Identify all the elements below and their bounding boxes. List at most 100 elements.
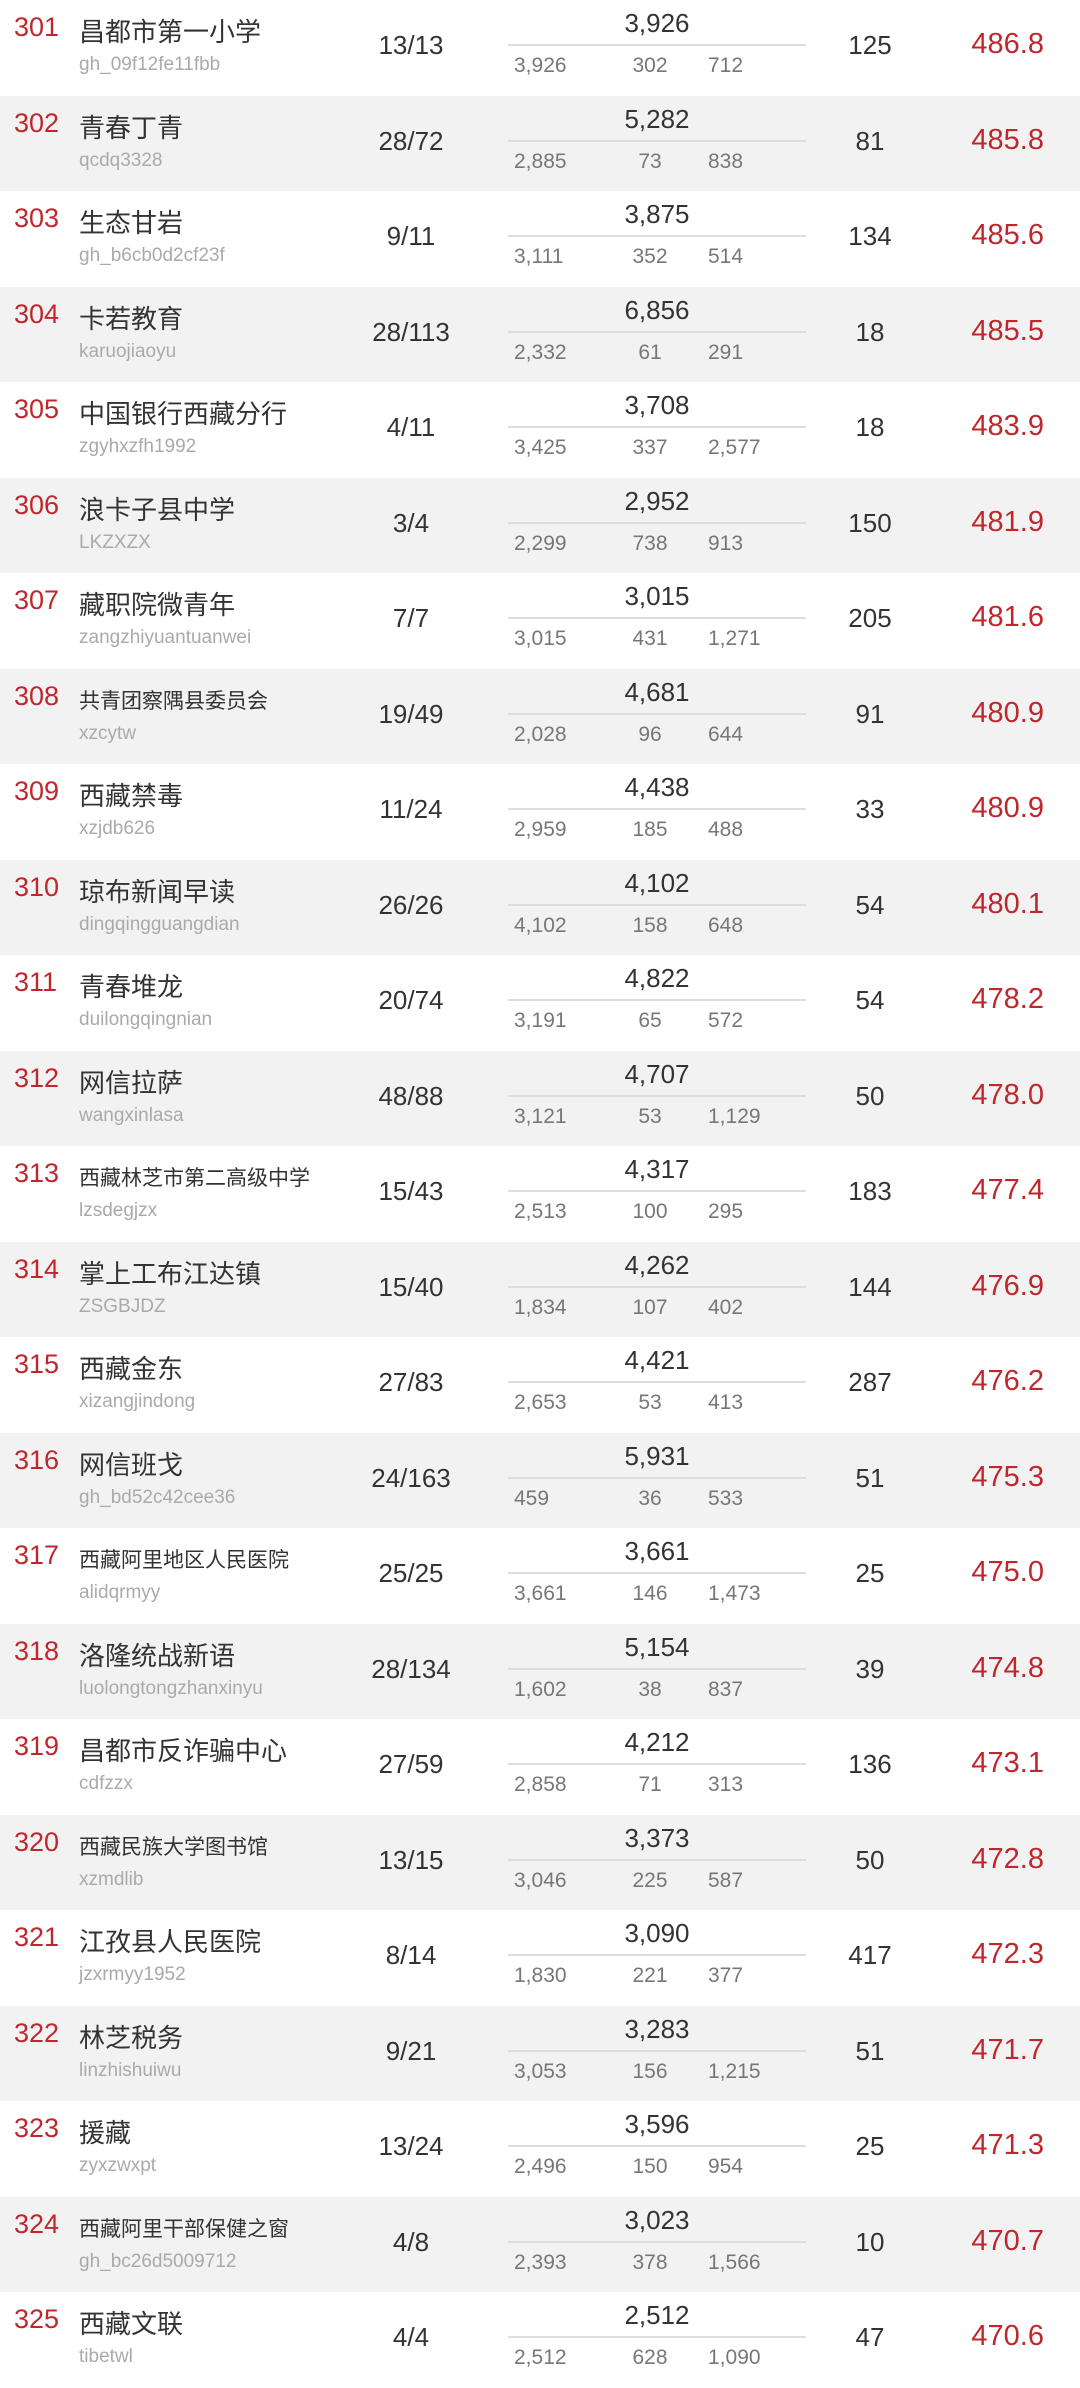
index-score: 486.8 (971, 28, 1044, 60)
table-row[interactable]: 325 西藏文联 tibetwl 4/4 2,512 2,512 628 1,090 47 470… (0, 2292, 1080, 2388)
account-id: karuojiaoyu (79, 340, 177, 362)
account-id: ZSGBJDZ (79, 1295, 166, 1317)
reads-stat-1: 2,512 (514, 2346, 567, 2370)
reads-stat-2: 146 (632, 1582, 668, 1606)
rank: 325 (14, 2304, 60, 2335)
account-name: 昌都市第一小学 (79, 17, 262, 47)
account-id: jzxrmyy1952 (79, 1964, 186, 1986)
divider (508, 617, 806, 620)
total-reads: 5,931 (624, 1440, 690, 1471)
table-row[interactable]: 317 西藏阿里地区人民医院 alidqrmyy 25/25 3,661 3,661 146… (0, 1528, 1080, 1624)
divider (508, 521, 806, 524)
reads-stat-2: 158 (632, 913, 668, 937)
reads-stat-3: 2,577 (708, 436, 761, 460)
account-id: tibetwl (79, 2346, 133, 2368)
reads-stat-3: 1,090 (708, 2346, 761, 2370)
articles-count: 27/59 (378, 1749, 444, 1780)
articles-count: 15/43 (378, 1176, 444, 1207)
reads-stat-3: 838 (708, 149, 744, 173)
table-row[interactable]: 309 西藏禁毒 xzjdb626 11/24 4,438 2,959 185 488 33 48… (0, 764, 1080, 860)
table-row[interactable]: 323 援藏 zyxzwxpt 13/24 3,596 2,496 150 954 25 471.… (0, 2101, 1080, 2197)
account-id: gh_09f12fe11fbb (79, 54, 221, 75)
table-row[interactable]: 313 西藏林芝市第二高级中学 lzsdegjzx 15/43 4,317 2,513 10… (0, 1146, 1080, 1242)
articles-count: 28/72 (378, 125, 444, 156)
table-row[interactable]: 310 琼布新闻早读 dingqingguangdian 26/26 4,102 4,10… (0, 859, 1080, 956)
index-score: 478.0 (971, 1078, 1044, 1111)
reads-stat-2: 65 (638, 1009, 662, 1033)
articles-count: 15/40 (378, 1271, 444, 1302)
table-row[interactable]: 302 青春丁青 qcdq3328 28/72 5,282 2,885 73 838 81 485… (0, 95, 1080, 192)
table-row[interactable]: 301 昌都市第一小学 gh_09f12fe11fbb 13/13 3,926 3,926… (0, 0, 1080, 96)
reads-stat-3: 572 (708, 1009, 744, 1033)
table-row[interactable]: 304 卡若教育 karuojiaoyu 28/113 6,856 2,332 61 291 1… (0, 286, 1080, 383)
likes-count: 183 (848, 1176, 892, 1207)
table-row[interactable]: 306 浪卡子县中学 LKZXZX 3/4 2,952 2,299 738 913 150 481… (0, 477, 1080, 574)
index-score: 471.7 (971, 2033, 1044, 2066)
index-score: 475.3 (971, 1460, 1044, 1493)
total-reads: 4,102 (624, 867, 690, 898)
reads-stat-2: 738 (632, 531, 668, 555)
rank: 316 (14, 1444, 60, 1475)
account-name: 共青团察隅县委员会 (79, 689, 268, 713)
table-row[interactable]: 307 藏职院微青年 zangzhiyuantuanwei 7/7 3,015 3,015… (0, 573, 1080, 669)
reads-stat-2: 36 (638, 1486, 662, 1510)
rank: 308 (14, 680, 60, 711)
reads-stat-1: 1,830 (514, 1964, 567, 1988)
table-row[interactable]: 305 中国银行西藏分行 zgyhxzfh1992 4/11 3,708 3,425 337… (0, 382, 1080, 478)
likes-count: 18 (855, 412, 885, 443)
rank: 310 (14, 871, 60, 902)
reads-stat-1: 2,496 (514, 2155, 567, 2179)
table-row[interactable]: 319 昌都市反诈骗中心 cdfzzx 27/59 4,212 2,858 71 313 136… (0, 1719, 1080, 1815)
reads-stat-1: 2,885 (514, 149, 567, 173)
reads-stat-3: 1,271 (708, 627, 761, 651)
index-score: 472.3 (971, 1938, 1044, 1971)
index-score: 476.9 (971, 1269, 1044, 1302)
table-row[interactable]: 316 网信班戈 gh_bd52c42cee36 24/163 5,931 459 36 53… (0, 1432, 1080, 1529)
rank: 301 (14, 12, 60, 42)
table-row[interactable]: 320 西藏民族大学图书馆 xzmdlib 13/15 3,373 3,046 225 587… (0, 1814, 1080, 1911)
articles-count: 24/163 (371, 1462, 451, 1493)
total-reads: 3,090 (624, 1918, 690, 1949)
articles-count: 13/24 (378, 2131, 444, 2162)
divider (508, 2049, 806, 2052)
total-reads: 3,926 (624, 8, 690, 38)
table-row[interactable]: 314 掌上工布江达镇 ZSGBJDZ 15/40 4,262 1,834 107 402 14… (0, 1241, 1080, 1338)
reads-stat-3: 587 (708, 1868, 744, 1892)
index-score: 483.9 (971, 410, 1044, 443)
reads-stat-3: 1,129 (708, 1104, 761, 1128)
reads-stat-3: 488 (708, 818, 744, 842)
likes-count: 50 (855, 1844, 885, 1875)
divider (508, 1381, 806, 1384)
table-row[interactable]: 311 青春堆龙 duilongqingnian 20/74 4,822 3,191 65 5… (0, 955, 1080, 1051)
account-id: qcdq3328 (79, 149, 163, 171)
reads-stat-3: 377 (708, 1964, 744, 1988)
table-row[interactable]: 321 江孜县人民医院 jzxrmyy1952 8/14 3,090 1,830 221 37… (0, 1910, 1080, 2006)
reads-stat-2: 107 (632, 1295, 668, 1319)
reads-stat-3: 533 (708, 1486, 744, 1510)
table-row[interactable]: 315 西藏金东 xizangjindong 27/83 4,421 2,653 53 413… (0, 1337, 1080, 1433)
table-row[interactable]: 303 生态甘岩 gh_b6cb0d2cf23f 9/11 3,875 3,111 352 5… (0, 191, 1080, 287)
account-name: 网信班戈 (79, 1449, 184, 1480)
table-row[interactable]: 312 网信拉萨 wangxinlasa 48/88 4,707 3,121 53 1,129… (0, 1050, 1080, 1147)
reads-stat-2: 352 (632, 245, 668, 269)
articles-count: 4/8 (392, 2226, 430, 2257)
reads-stat-3: 291 (708, 340, 744, 364)
account-id: gh_bd52c42cee36 (79, 1486, 236, 1508)
reads-stat-1: 4,102 (514, 913, 567, 937)
rank: 322 (14, 2017, 60, 2048)
table-row[interactable]: 324 西藏阿里干部保健之窗 gh_bc26d5009712 4/8 3,023 2,39… (0, 2196, 1080, 2293)
account-name: 青春堆龙 (79, 972, 184, 1003)
account-name: 琼布新闻早读 (79, 876, 236, 907)
divider (508, 44, 806, 46)
likes-count: 10 (855, 2226, 885, 2257)
index-score: 480.9 (971, 792, 1044, 825)
reads-stat-3: 712 (708, 54, 744, 77)
index-score: 485.8 (971, 123, 1044, 156)
reads-stat-1: 2,332 (514, 340, 567, 364)
account-id: zyxzwxpt (79, 2155, 157, 2177)
table-row[interactable]: 318 洛隆统战新语 luolongtongzhanxinyu 28/134 5,154… (0, 1623, 1080, 1720)
table-row[interactable]: 308 共青团察隅县委员会 xzcytw 19/49 4,681 2,028 96 644 91… (0, 668, 1080, 765)
table-row[interactable]: 322 林芝税务 linzhishuiwu 9/21 3,283 3,053 156 1,21… (0, 2005, 1080, 2102)
likes-count: 144 (848, 1271, 892, 1302)
account-name: 西藏阿里地区人民医院 (79, 1549, 289, 1573)
